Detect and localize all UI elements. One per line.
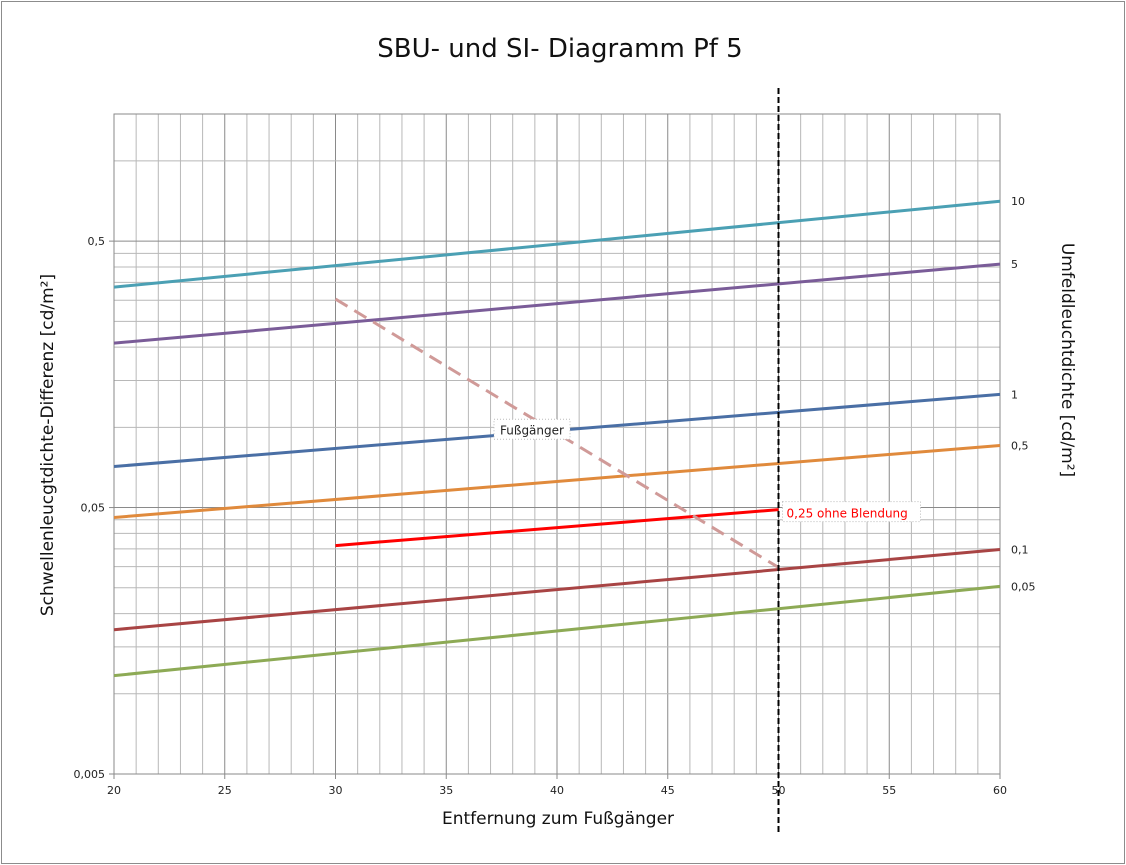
y2-axis-label: Umfeldleuchtdichte [cd/m²] [1057,243,1077,477]
data-label: 10 [1011,195,1025,208]
data-label: 0,25 ohne Blendung [787,507,908,521]
y-tick-label: 0,005 [74,768,106,781]
x-tick-label: 25 [218,784,232,797]
data-label: Fußgänger [500,423,564,437]
y-tick-label: 0,5 [88,235,106,248]
x-tick-label: 30 [329,784,343,797]
series-line-10 [113,199,1001,289]
series-line-0-5 [113,443,1001,519]
x-tick-label: 45 [661,784,675,797]
x-axis-label: Entfernung zum Fußgänger [442,809,674,829]
chart-title: SBU- und SI- Diagramm Pf 5 [377,34,742,64]
x-tick-label: 40 [550,784,564,797]
data-label: 0,1 [1011,543,1029,556]
y-tick-label: 0,05 [81,502,106,515]
data-label: 0,05 [1011,580,1036,593]
x-tick-label: 35 [439,784,453,797]
y-axis-label: Schwellenleucgtdichte-Differenz [cd/m²] [38,274,58,616]
x-tick-label: 55 [882,784,896,797]
series-line-0-1 [113,548,1001,632]
data-label: 5 [1011,258,1018,271]
data-label-box [782,501,921,523]
x-tick-label: 20 [107,784,121,797]
series-line-0-05 [113,584,1001,678]
series-line-Fu-g-nger [334,297,780,569]
data-label: 1 [1011,388,1018,401]
series-line-0-25-ohne-Blendung [335,508,779,548]
data-label: 0,5 [1011,439,1029,452]
series-line-5 [113,262,1001,345]
x-tick-label: 60 [993,784,1007,797]
series-layer: 10 5 1 0,5 0,25 ohne Blendung 0,1 0,05 Fußgänge… [113,88,1036,834]
data-label-box [493,418,571,440]
